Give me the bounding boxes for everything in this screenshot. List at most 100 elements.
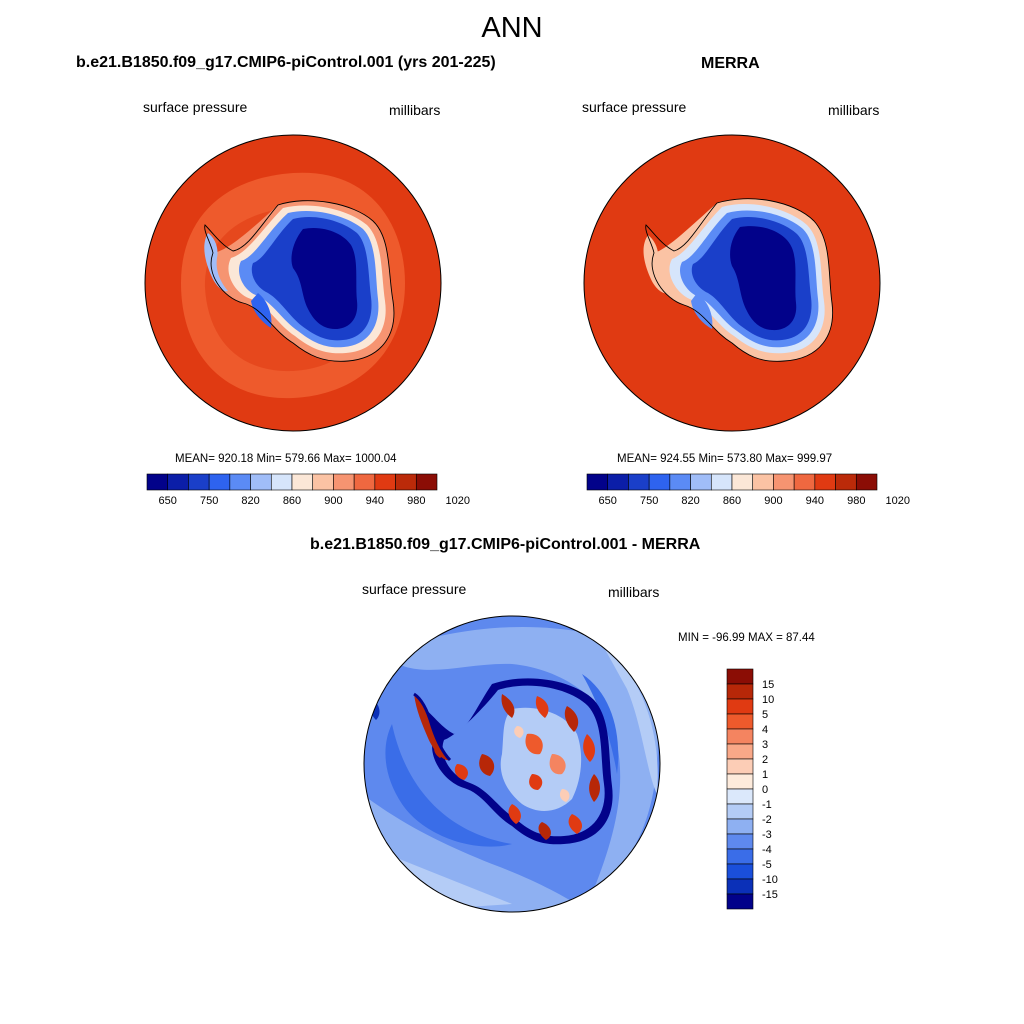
panel-3-variable-label: surface pressure	[362, 581, 467, 597]
colorbar-difference-tick-label: 4	[762, 724, 768, 736]
colorbar-merra-tick-label: 1020	[885, 495, 909, 507]
colorbar-model-swatch	[312, 473, 334, 491]
colorbar-model: 650 750 820 860 900 940 980 1020	[146, 473, 470, 507]
panel-2-variable-label: surface pressure	[582, 99, 687, 115]
colorbar-difference-tick-label: -5	[762, 859, 772, 871]
figure-title: ANN	[481, 12, 543, 44]
colorbar-merra-swatch	[669, 473, 691, 491]
colorbar-difference-tick-label: 0	[762, 784, 768, 796]
colorbar-model-tick-label: 650	[159, 495, 177, 507]
colorbar-merra-swatch	[793, 473, 816, 491]
colorbar-merra-tick-label: 820	[681, 495, 699, 507]
panel-3-units-label: millibars	[608, 584, 660, 600]
colorbar-model-swatch	[250, 473, 272, 491]
colorbar-difference-swatch	[726, 848, 754, 865]
colorbar-model-swatch	[395, 473, 417, 491]
antarctica-merra	[643, 198, 833, 362]
colorbar-merra-tick-label: 940	[806, 495, 824, 507]
colorbar-difference-swatch	[726, 758, 754, 775]
colorbar-difference-swatch	[726, 893, 754, 910]
colorbar-model-swatch	[270, 473, 293, 491]
colorbar-model-swatch	[374, 473, 396, 491]
colorbar-merra-swatch	[628, 473, 650, 491]
colorbar-model-tick-label: 980	[407, 495, 425, 507]
colorbar-difference-tick-label: -4	[762, 844, 772, 856]
colorbar-difference-swatch	[726, 743, 754, 760]
colorbar-merra-swatch	[814, 473, 836, 491]
colorbar-merra-swatch	[773, 473, 795, 491]
colorbar-difference-tick-label: 10	[762, 694, 774, 706]
colorbar-difference-swatch	[726, 728, 754, 745]
panel-1-title: b.e21.B1850.f09_g17.CMIP6-piControl.001 …	[76, 54, 496, 71]
colorbar-model-tick-label: 860	[283, 495, 301, 507]
antarctica-model	[204, 200, 394, 362]
colorbar-merra: 650 750 820 860 900 940 980 1020	[586, 473, 910, 507]
colorbar-model-swatch	[167, 473, 189, 491]
map-merra	[583, 134, 881, 432]
colorbar-difference-swatch	[726, 773, 754, 790]
colorbar-difference-tick-label: -1	[762, 799, 772, 811]
colorbar-difference-tick-label: -3	[762, 829, 772, 841]
map-difference	[363, 615, 661, 913]
colorbar-difference-tick-label: 3	[762, 739, 768, 751]
colorbar-difference-swatch	[726, 803, 754, 820]
colorbar-difference-tick-label: 1	[762, 769, 768, 781]
colorbar-merra-swatch	[835, 473, 857, 491]
colorbar-merra-tick-label: 900	[764, 495, 782, 507]
panel-2-title: MERRA	[701, 55, 760, 72]
colorbar-model-swatch	[229, 473, 251, 491]
colorbar-difference-tick-label: 15	[762, 679, 774, 691]
colorbar-model-swatch	[188, 473, 210, 491]
coastline	[645, 198, 834, 362]
colorbar-difference-swatch	[726, 668, 754, 685]
panel-1-stats: MEAN= 920.18 Min= 579.66 Max= 1000.04	[175, 453, 397, 465]
colorbar-difference-swatch	[726, 878, 754, 895]
colorbar-model-swatch	[415, 473, 438, 491]
colorbar-model-tick-label: 820	[241, 495, 259, 507]
panel-3-stats: MIN = -96.99 MAX = 87.44	[678, 632, 815, 644]
colorbar-merra-swatch	[607, 473, 629, 491]
colorbar-merra-tick-label: 980	[847, 495, 865, 507]
colorbar-model-tick-label: 1020	[445, 495, 469, 507]
colorbar-merra-swatch	[731, 473, 754, 491]
colorbar-difference-swatch	[726, 683, 754, 700]
colorbar-merra-tick-label: 860	[723, 495, 741, 507]
colorbar-difference-tick-label: -2	[762, 814, 772, 826]
colorbar-difference-swatch	[726, 833, 754, 850]
colorbar-model-tick-label: 940	[366, 495, 384, 507]
colorbar-model-swatch	[146, 473, 169, 491]
panel-1-variable-label: surface pressure	[143, 99, 248, 115]
colorbar-difference-tick-label: 2	[762, 754, 768, 766]
colorbar-difference-swatch	[726, 788, 754, 805]
colorbar-model-tick-label: 900	[324, 495, 342, 507]
colorbar-difference-swatch	[726, 698, 754, 715]
colorbar-merra-swatch	[710, 473, 733, 491]
colorbar-difference-tick-label: -15	[762, 889, 778, 901]
colorbar-merra-swatch	[586, 473, 609, 491]
colorbar-merra-swatch	[690, 473, 712, 491]
colorbar-difference-tick-label: 5	[762, 709, 768, 721]
colorbar-merra-swatch	[648, 473, 671, 491]
anomaly-speckle	[434, 694, 600, 840]
colorbar-merra-swatch	[752, 473, 774, 491]
colorbar-difference-swatch	[726, 818, 754, 835]
panel-1-units-label: millibars	[389, 102, 441, 118]
colorbar-difference-swatch	[726, 713, 754, 730]
panel-2-stats: MEAN= 924.55 Min= 573.80 Max= 999.97	[617, 453, 833, 465]
panel-2-units-label: millibars	[828, 102, 880, 118]
colorbar-merra-tick-label: 650	[599, 495, 617, 507]
map-model	[144, 134, 442, 432]
colorbar-difference-swatch	[726, 863, 754, 880]
colorbar-model-swatch	[333, 473, 355, 491]
colorbar-difference-tick-label: -10	[762, 874, 778, 886]
colorbar-merra-swatch	[855, 473, 878, 491]
colorbar-model-swatch	[208, 473, 231, 491]
colorbar-model-swatch	[291, 473, 314, 491]
colorbar-model-tick-label: 750	[200, 495, 218, 507]
coastline	[204, 200, 395, 362]
light-anomaly-band	[382, 626, 658, 894]
panel-3-title: b.e21.B1850.f09_g17.CMIP6-piControl.001 …	[310, 536, 701, 553]
colorbar-model-swatch	[353, 473, 376, 491]
colorbar-merra-tick-label: 750	[640, 495, 658, 507]
